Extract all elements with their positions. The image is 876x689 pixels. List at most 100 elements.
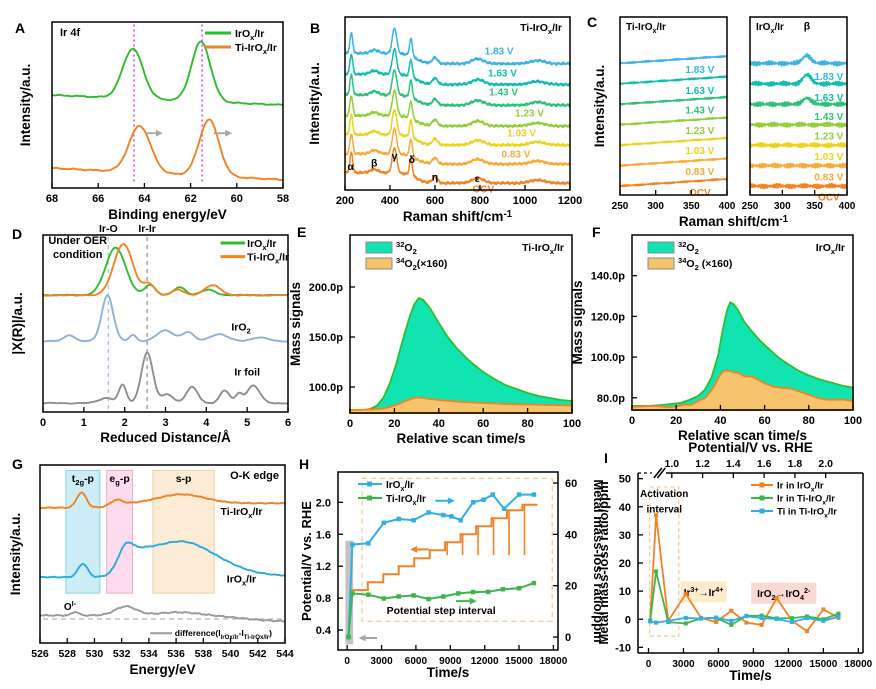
series-IrinTiIrOxIr-marker bbox=[683, 621, 688, 626]
x-tick-label: 62 bbox=[184, 193, 196, 205]
curve-1.23 V bbox=[619, 116, 728, 126]
voltage-label: 1.83 V bbox=[814, 72, 843, 83]
curve-Ti-IrO_x_/Ir bbox=[39, 491, 286, 510]
series-TiinTiIrOxIr-marker bbox=[666, 618, 671, 623]
x-tick-label: 15000 bbox=[809, 659, 837, 670]
guide-label: Ir-Ir bbox=[138, 223, 156, 235]
y-tick-label: 200.0p bbox=[309, 282, 344, 294]
x-tick-label: 3 bbox=[162, 417, 168, 429]
x-tick-label: 20 bbox=[388, 418, 400, 430]
x-tick-label: 350 bbox=[683, 201, 700, 212]
legend-swatch bbox=[365, 257, 393, 270]
x-tick-label: 544 bbox=[276, 648, 294, 660]
x-tick-label: 250 bbox=[612, 201, 629, 212]
legend-label: IrOx/Ir bbox=[247, 238, 276, 252]
series-IrinIrOxIr bbox=[649, 515, 839, 633]
x-axis-label: Relative scan time/s bbox=[678, 428, 807, 443]
series-TiinTiIrOxIr bbox=[650, 615, 839, 624]
series-TiIrOxIr-marker bbox=[456, 591, 461, 596]
panel-label-e: E bbox=[297, 224, 307, 240]
top-tick-label: 1.2 bbox=[695, 458, 710, 470]
curve-label: IrO2 bbox=[231, 322, 250, 336]
x-tick-label: 526 bbox=[31, 648, 49, 660]
y-tick-label: 0 bbox=[565, 632, 571, 644]
voltage-label: 0.83 V bbox=[502, 150, 531, 161]
x-tick-label: 1200 bbox=[558, 195, 582, 207]
voltage-label: 1.63 V bbox=[814, 93, 843, 104]
y-tick-label: 100.0p bbox=[591, 352, 626, 364]
legend-swatch bbox=[647, 241, 675, 254]
top-tick-label: 1.6 bbox=[757, 458, 772, 470]
x-tick-label: 3000 bbox=[672, 659, 695, 670]
series-IrOxIr-marker bbox=[426, 510, 431, 515]
series-IrOxIr-marker bbox=[396, 516, 401, 522]
panel-label-i: I bbox=[604, 450, 608, 466]
voltage-label: 1.03 V bbox=[507, 129, 536, 140]
series-IrinIrOxIr-marker bbox=[805, 629, 810, 634]
y-tick-label: 10 bbox=[619, 586, 631, 598]
y-axis-label: Intensity/a.u. bbox=[18, 64, 33, 147]
legend-label: 34O2(×160) bbox=[396, 256, 447, 272]
x-tick-label: 0 bbox=[347, 418, 353, 430]
x-tick-label: 66 bbox=[92, 193, 104, 205]
series-IrOxIr-marker bbox=[350, 542, 355, 547]
legend-label: 32O2 bbox=[396, 240, 417, 256]
subpanel-title: IrOx/Ir bbox=[756, 22, 784, 35]
series-IrOxIr-marker bbox=[441, 512, 446, 518]
series-TiIrOxIr-marker bbox=[426, 596, 431, 602]
panel-i-dissolution: Ir3+→Ir4+IrO2→IrO42-03000600090001200015… bbox=[596, 440, 873, 683]
curve-label: Ir foil bbox=[234, 367, 260, 379]
x-tick-label: 18000 bbox=[844, 659, 872, 670]
top-tick-label: 2.0 bbox=[818, 458, 833, 470]
plot-frame bbox=[337, 471, 559, 651]
y-tick-label: 20 bbox=[619, 558, 631, 570]
activation-bar bbox=[345, 540, 354, 645]
curve-1.43 V bbox=[749, 96, 848, 108]
series-TiinTiIrOxIr-marker bbox=[698, 616, 703, 621]
x-tick-label: 300 bbox=[647, 201, 664, 212]
series-IrOxIr-marker bbox=[366, 541, 371, 546]
arrow-head bbox=[358, 634, 366, 642]
note: Under OER bbox=[48, 235, 107, 247]
voltage-label: 1.83 V bbox=[485, 46, 514, 57]
curve-1.03 V bbox=[619, 136, 728, 147]
series-IrinIrOxIr-marker bbox=[821, 607, 826, 612]
plot-frame bbox=[749, 16, 848, 196]
series-IrinTiIrOxIr-marker bbox=[789, 616, 794, 621]
series-IrOxIr-marker bbox=[501, 506, 507, 511]
region-box bbox=[106, 469, 134, 594]
x-tick-label: 9000 bbox=[742, 659, 765, 670]
y-axis-label: Intensity/a.u. bbox=[307, 62, 322, 145]
y-tick-label: 1.2 bbox=[316, 561, 331, 573]
x-tick-label: 3000 bbox=[370, 656, 393, 667]
series-IrinIrOxIr-marker bbox=[714, 620, 719, 625]
y-axis-label: Intensity/a.u. bbox=[592, 65, 607, 148]
series-TiIrOxIr-marker bbox=[500, 587, 506, 592]
legend-label: Ir in IrOx/Ir bbox=[777, 481, 824, 494]
legend-label: Ir in Ti-IrOx/Ir bbox=[777, 494, 835, 507]
series-IrinTiIrOxIr-marker bbox=[729, 622, 734, 627]
voltage-label: OCV bbox=[689, 188, 711, 199]
x-tick-label: 40 bbox=[714, 415, 726, 427]
series-TiIrOxIr-marker bbox=[350, 591, 355, 596]
axis-break bbox=[656, 467, 666, 479]
x-tick-label: 40 bbox=[433, 418, 445, 430]
x-tick-label: 60 bbox=[758, 415, 770, 427]
x-tick-label: 58 bbox=[277, 193, 289, 205]
x-tick-label: 6000 bbox=[405, 656, 428, 667]
peak-label: β bbox=[804, 20, 811, 32]
y-tick-label: 0.4 bbox=[316, 625, 332, 637]
activation-box bbox=[649, 486, 680, 637]
x-axis-label: Energy/eV bbox=[129, 662, 195, 677]
voltage-label: 1.43 V bbox=[489, 87, 518, 98]
series-IrOxIr-marker bbox=[411, 517, 416, 523]
voltage-label: 1.23 V bbox=[515, 108, 544, 119]
x-tick-label: 2 bbox=[122, 417, 128, 429]
series-IrOxIr-marker bbox=[490, 492, 495, 497]
top-tick-label: 1.4 bbox=[726, 458, 741, 470]
activation-label: Activation bbox=[640, 489, 688, 500]
arrow-head bbox=[410, 546, 418, 553]
series-IrinTiIrOxIr bbox=[649, 571, 839, 626]
